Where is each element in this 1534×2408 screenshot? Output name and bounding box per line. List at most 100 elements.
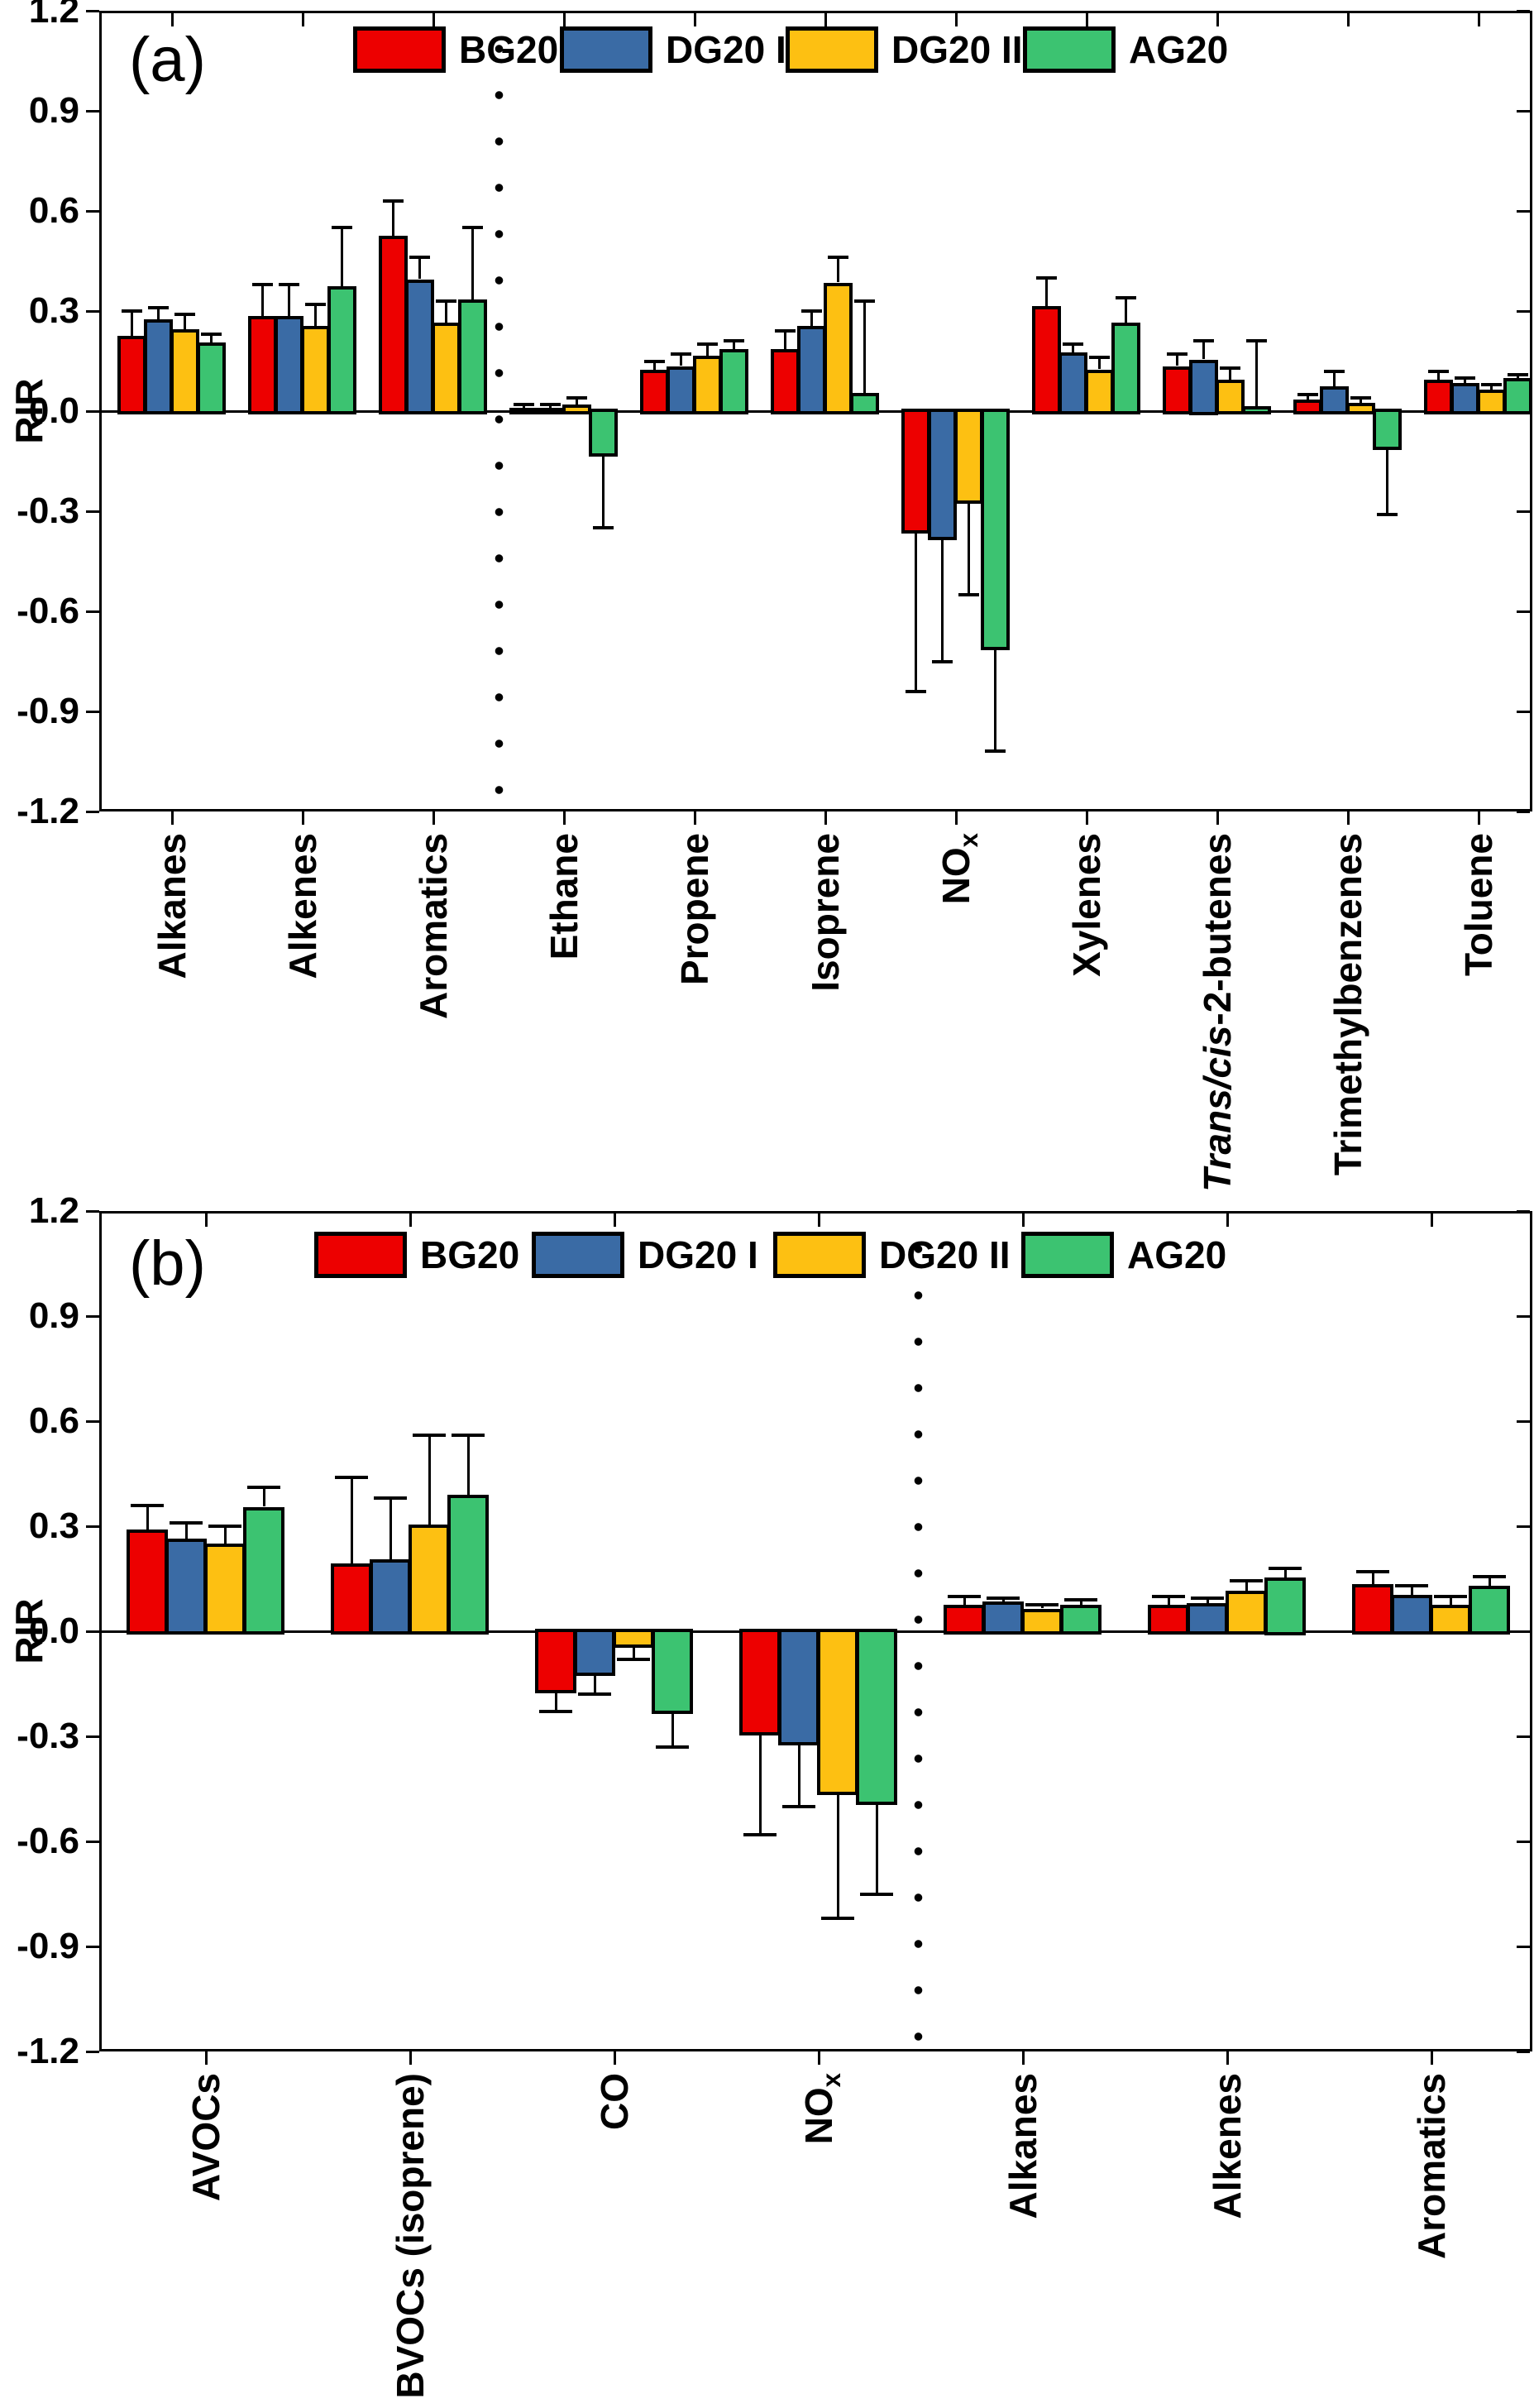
error-bar-line [671,1713,674,1746]
legend-label: DG20 II [891,28,1023,71]
category-label-text: AVOCs [184,2073,227,2202]
error-bar-cap [1269,1567,1302,1570]
error-bar-cap [697,342,718,346]
legend-item-DG20II: DG20 II [773,1231,1011,1279]
category-label-text: Trans/cis-2-butenes [1196,833,1239,1192]
bar-BG20-2 [379,236,408,414]
category-label-text: Alkenes [1206,2073,1249,2219]
bar-BG20-2 [535,1629,576,1693]
legend-item-DG20II: DG20 II [786,26,1023,74]
error-bar-line [759,1735,762,1835]
error-bar-line [915,533,917,692]
error-bar-cap [1089,356,1110,359]
legend-item-AG20: AG20 [1021,1231,1226,1279]
error-bar-line [428,1435,431,1525]
legend-swatch [1021,1232,1114,1278]
bar-AG20-4 [719,349,748,414]
x-tick-top [818,1214,820,1227]
y-tick-label: 1.2 [28,1190,79,1231]
legend-label: DG20 I [666,28,786,71]
error-bar-line [418,257,421,279]
x-tick-bottom [955,811,958,825]
error-bar-cap [1395,1584,1428,1587]
error-bar-line [680,354,682,366]
axis-line-top [99,1211,1532,1214]
bar-BG20-4 [944,1605,985,1635]
error-bar-cap [1025,1603,1059,1606]
panel-letter: (a) [129,25,206,95]
y-tick-right [1517,1841,1530,1843]
bar-BG20-9 [1293,400,1322,414]
legend-swatch [314,1232,407,1278]
error-bar-cap [247,1486,280,1489]
x-tick-top [694,13,696,26]
error-bar-line [784,331,786,349]
error-bar-line [445,301,447,323]
error-bar-line [633,1647,635,1659]
category-label-text: Toluene [1457,833,1500,976]
error-bar-line [1450,1597,1452,1606]
bar-DG20II-3 [817,1629,858,1795]
y-tick-label: -1.2 [17,2031,79,2071]
category-label-text: Aromatics [412,833,455,1019]
error-bar-cap [413,1434,446,1437]
bar-BG20-7 [1032,306,1061,414]
y-tick-right [1517,1946,1530,1948]
bar-DG20I-5 [797,326,826,414]
x-tick-bottom [205,2051,208,2065]
x-tick-bottom [1086,811,1088,825]
error-bar-line [263,1487,265,1506]
error-bar-cap [305,303,326,306]
error-bar-line [341,227,343,286]
bar-DG20I-2 [574,1629,615,1676]
bar-BG20-8 [1163,366,1192,414]
category-label-text: Aromatics [1410,2073,1453,2259]
bar-AG20-7 [1111,323,1140,414]
x-tick-top [1478,13,1480,26]
error-bar-cap [671,352,691,356]
error-bar-line [314,304,317,326]
bar-BG20-1 [331,1563,372,1635]
bar-DG20II-1 [301,326,330,414]
error-bar-cap [208,1525,241,1528]
x-tick-bottom [1216,811,1219,825]
bar-BG20-6 [1352,1584,1393,1635]
error-bar-line [261,285,264,316]
category-label-text: Isoprene [804,833,847,992]
error-bar-line [1411,1586,1413,1595]
error-bar-cap [1064,1598,1097,1601]
category-label-text: Alkenes [281,833,324,979]
error-bar-line [1333,371,1336,386]
bar-DG20II-8 [1216,380,1245,414]
legend-item-DG20I: DG20 I [560,26,786,74]
y-tick-left [86,610,99,613]
y-tick-left [86,1420,99,1423]
bar-DG20II-1 [409,1525,450,1635]
error-bar-line [798,1745,800,1806]
error-bar-cap [383,199,404,203]
error-bar-cap [540,403,561,406]
error-bar-line [1517,375,1519,378]
x-tick-bottom [1431,2051,1433,2065]
error-bar-line [288,285,290,316]
category-label-text: NOx [934,833,984,905]
bar-AG20-3 [589,409,618,457]
error-bar-cap [656,1745,689,1749]
bar-DG20I-1 [275,316,303,414]
legend-swatch [532,1232,624,1278]
bar-AG20-8 [1242,406,1271,414]
y-tick-right [1517,10,1530,12]
bar-BG20-5 [1148,1605,1189,1635]
error-bar-line [555,1692,557,1711]
error-bar-cap [374,1496,407,1500]
y-tick-right [1517,1525,1530,1528]
bar-AG20-5 [1264,1577,1306,1635]
x-tick-bottom [818,2051,820,2065]
y-tick-label: 0.0 [28,390,79,431]
category-label-text: CO [593,2073,636,2130]
error-bar-line [594,1675,596,1694]
x-tick-bottom [1022,2051,1025,2065]
bar-DG20II-5 [1226,1591,1267,1635]
error-bar-cap [1508,373,1528,376]
